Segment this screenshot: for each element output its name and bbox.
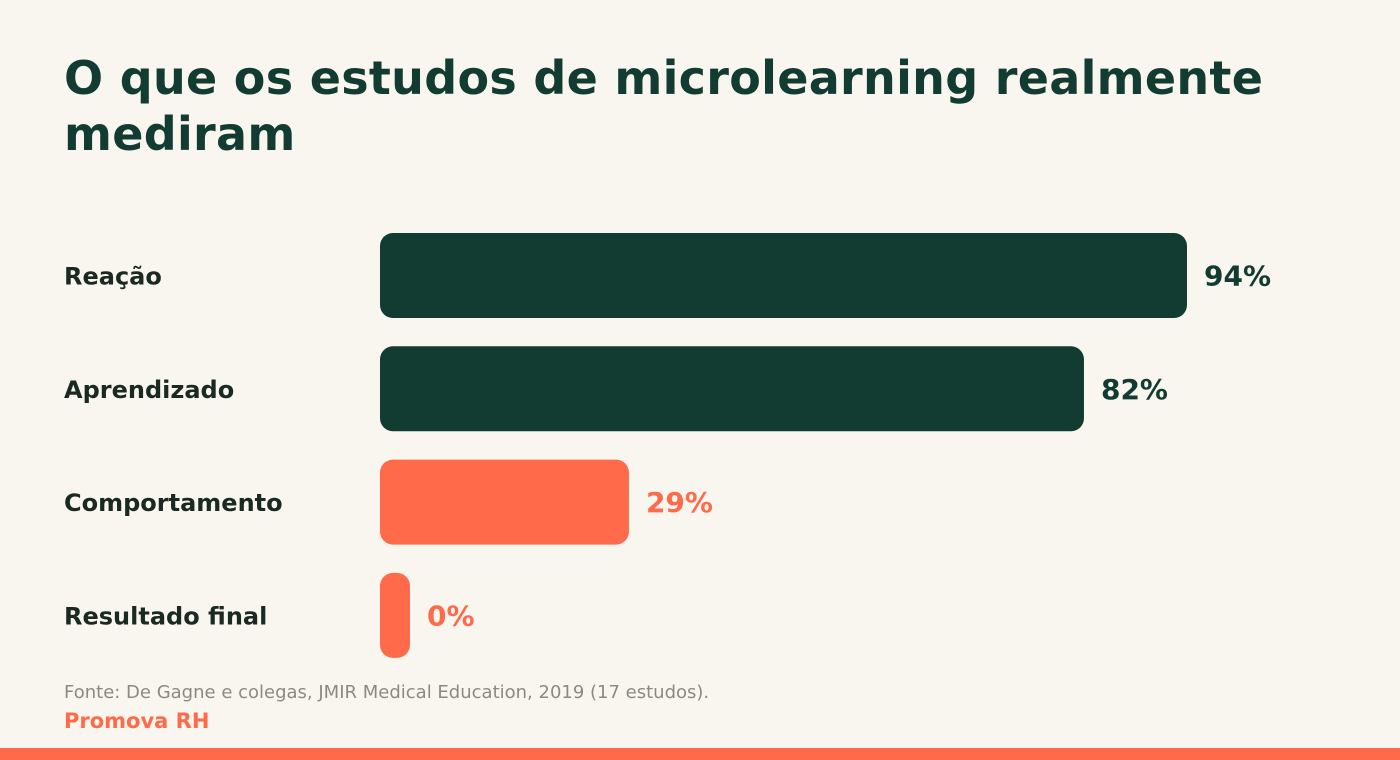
category-label: Reação — [64, 263, 162, 291]
category-label: Comportamento — [64, 489, 283, 517]
chart-title: O que os estudos de microlearning realme… — [64, 51, 1264, 161]
source-note: Fonte: De Gagne e colegas, JMIR Medical … — [64, 682, 710, 703]
bar — [380, 459, 629, 545]
value-label: 0% — [427, 599, 475, 632]
bar — [380, 233, 1187, 318]
brand: Promova RH — [64, 709, 210, 733]
footer-band — [0, 748, 1400, 760]
value-label: 94% — [1204, 260, 1271, 293]
category-label: Resultado final — [64, 602, 267, 630]
category-label: Aprendizado — [64, 376, 234, 404]
value-label: 82% — [1101, 373, 1168, 406]
bar — [380, 572, 410, 658]
bar — [380, 346, 1084, 432]
value-label: 29% — [646, 486, 713, 519]
